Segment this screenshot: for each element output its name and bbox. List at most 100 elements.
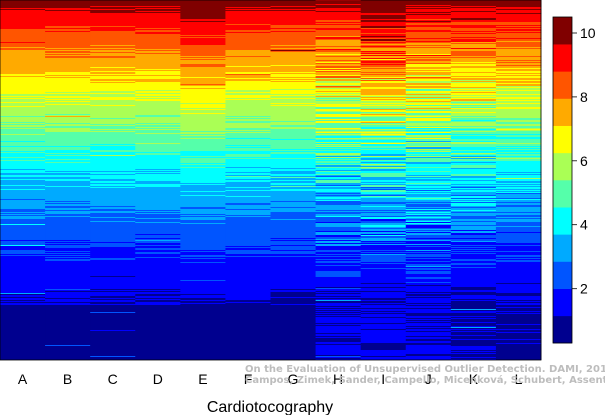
- colorbar-segment: [553, 125, 572, 154]
- heatmap-cell: [450, 357, 497, 358]
- heatmap-cell: [360, 58, 407, 59]
- heatmap-cell: [225, 247, 271, 248]
- heatmap-cell: [405, 208, 452, 209]
- heatmap-cell: [270, 239, 317, 240]
- heatmap-cell: [495, 305, 542, 307]
- heatmap-cell: [45, 146, 91, 147]
- heatmap-cell: [405, 139, 452, 141]
- heatmap-cell: [0, 8, 46, 9]
- heatmap-cell: [45, 255, 91, 256]
- heatmap-cell: [495, 190, 542, 191]
- heatmap-cell: [45, 298, 91, 299]
- heatmap-cell: [270, 176, 317, 177]
- heatmap-cell: [450, 322, 497, 323]
- heatmap-cell: [405, 178, 452, 179]
- heatmap-cell: [180, 185, 226, 191]
- heatmap-cell: [225, 57, 271, 66]
- heatmap-cell: [405, 185, 452, 186]
- heatmap-cell: [225, 246, 271, 247]
- heatmap-cell: [315, 317, 362, 323]
- heatmap-cell: [495, 75, 542, 76]
- heatmap-cell: [225, 302, 271, 303]
- heatmap-cell: [450, 242, 497, 245]
- heatmap-cell: [270, 127, 317, 129]
- heatmap-cell: [450, 105, 497, 106]
- heatmap-cell: [315, 79, 362, 81]
- heatmap-cell: [360, 96, 407, 97]
- heatmap-cell: [450, 261, 497, 263]
- heatmap-cell: [360, 148, 407, 149]
- heatmap-cell: [270, 171, 317, 174]
- heatmap-cell: [45, 251, 91, 252]
- heatmap-cell: [0, 295, 46, 297]
- heatmap-cell: [495, 215, 542, 217]
- heatmap-cell: [405, 336, 452, 337]
- heatmap-cell: [0, 169, 46, 170]
- heatmap-cell: [180, 196, 226, 207]
- heatmap-cell: [405, 223, 452, 224]
- heatmap-cell: [225, 216, 271, 217]
- heatmap-cell: [450, 151, 497, 153]
- heatmap-cell: [180, 22, 226, 35]
- heatmap-cell: [135, 76, 181, 79]
- heatmap-cell: [315, 316, 362, 317]
- heatmap-cell: [450, 109, 497, 112]
- heatmap-cell: [405, 89, 452, 91]
- heatmap-cell: [90, 179, 136, 181]
- heatmap-cell: [90, 144, 136, 145]
- heatmap-cell: [0, 240, 46, 241]
- heatmap-cell: [180, 67, 226, 77]
- heatmap-cell: [450, 189, 497, 190]
- heatmap-cell: [360, 330, 407, 343]
- heatmap-cell: [405, 157, 452, 158]
- heatmap-cell: [315, 259, 362, 260]
- heatmap-cell: [270, 256, 317, 257]
- heatmap-cell: [360, 51, 407, 52]
- heatmap-cell: [405, 77, 452, 78]
- heatmap-cell: [360, 157, 407, 158]
- heatmap-cell: [135, 291, 181, 292]
- heatmap-cell: [495, 296, 542, 300]
- heatmap-cell: [450, 231, 497, 233]
- heatmap-cell: [225, 173, 271, 175]
- heatmap-cell: [270, 25, 317, 28]
- heatmap-cell: [405, 156, 452, 157]
- heatmap-cell: [405, 93, 452, 94]
- heatmap-cell: [405, 245, 452, 246]
- x-tick-label: I: [381, 371, 385, 387]
- heatmap-cell: [360, 134, 407, 135]
- heatmap-cell: [135, 210, 181, 211]
- heatmap-cell: [225, 145, 271, 146]
- x-tick-label: B: [63, 371, 72, 387]
- heatmap-cell: [405, 193, 452, 194]
- heatmap-cell: [315, 25, 362, 28]
- heatmap-cell: [450, 253, 497, 254]
- heatmap-cell: [495, 83, 542, 84]
- heatmap-cell: [450, 317, 497, 318]
- heatmap-cell: [450, 101, 497, 102]
- heatmap-cell: [315, 52, 362, 54]
- heatmap-cell: [90, 91, 136, 93]
- heatmap-cell: [225, 32, 271, 33]
- heatmap-cell: [270, 169, 317, 171]
- heatmap-cell: [360, 244, 407, 245]
- heatmap-cell: [405, 179, 452, 181]
- heatmap-cell: [180, 295, 226, 298]
- heatmap-cell: [405, 9, 452, 12]
- heatmap-cell: [360, 254, 407, 255]
- heatmap-cell: [360, 43, 407, 44]
- heatmap-cell: [495, 41, 542, 42]
- heatmap-cell: [405, 19, 452, 20]
- heatmap-cell: [405, 219, 452, 220]
- heatmap-cell: [405, 212, 452, 213]
- heatmap-cell: [0, 29, 46, 42]
- heatmap-cell: [315, 240, 362, 241]
- heatmap-cell: [315, 195, 362, 196]
- heatmap-cell: [495, 156, 542, 157]
- heatmap-cell: [315, 158, 362, 159]
- heatmap-cell: [405, 13, 452, 14]
- heatmap-cell: [495, 28, 542, 29]
- heatmap-cell: [360, 190, 407, 192]
- heatmap-cell: [135, 69, 181, 70]
- heatmap-cell: [405, 277, 452, 279]
